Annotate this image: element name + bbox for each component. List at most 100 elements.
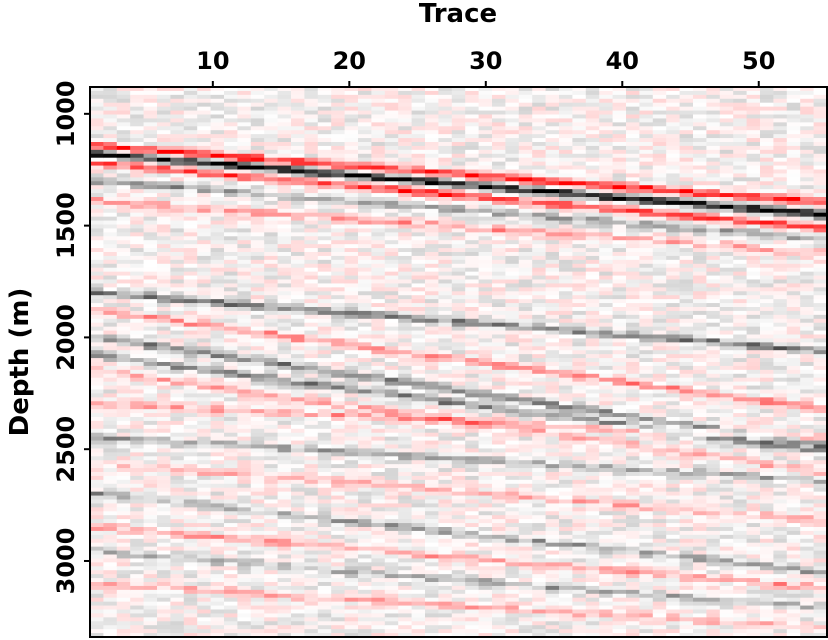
amplitude-cell <box>157 570 171 575</box>
amplitude-cell <box>451 456 466 461</box>
amplitude-cell <box>438 106 453 112</box>
amplitude-cell <box>317 393 332 398</box>
amplitude-cell <box>250 295 265 300</box>
amplitude-cell <box>130 299 145 304</box>
amplitude-cell <box>183 98 198 104</box>
amplitude-cell <box>451 582 466 587</box>
amplitude-cell <box>425 385 439 391</box>
amplitude-cell <box>492 601 506 607</box>
amplitude-cell <box>518 527 533 532</box>
amplitude-cell <box>358 491 372 497</box>
amplitude-cell <box>492 597 506 603</box>
amplitude-cell <box>438 609 453 615</box>
amplitude-cell <box>331 161 346 167</box>
amplitude-cell <box>518 574 533 579</box>
amplitude-cell <box>438 589 453 595</box>
amplitude-cell <box>264 208 279 214</box>
amplitude-cell <box>304 145 319 151</box>
amplitude-cell <box>492 574 506 579</box>
amplitude-cell <box>505 283 520 288</box>
amplitude-cell <box>277 409 292 414</box>
amplitude-cell <box>90 330 104 336</box>
amplitude-cell <box>90 271 104 277</box>
amplitude-cell <box>505 118 520 123</box>
amplitude-cell <box>277 613 292 618</box>
amplitude-cell <box>143 181 158 186</box>
amplitude-cell <box>478 283 493 288</box>
amplitude-cell <box>183 283 198 288</box>
amplitude-cell <box>237 255 252 261</box>
amplitude-cell <box>425 216 439 222</box>
amplitude-cell <box>331 145 346 151</box>
amplitude-cell <box>545 354 560 359</box>
amplitude-cell <box>103 597 118 603</box>
amplitude-cell <box>425 126 439 131</box>
amplitude-cell <box>130 519 145 524</box>
amplitude-cell <box>465 377 480 383</box>
amplitude-cell <box>183 385 198 391</box>
amplitude-cell <box>250 232 265 237</box>
amplitude-cell <box>317 122 332 127</box>
amplitude-cell <box>451 499 466 505</box>
amplitude-cell <box>384 342 399 347</box>
amplitude-cell <box>358 334 372 340</box>
amplitude-cell <box>237 189 252 194</box>
amplitude-cell <box>438 456 453 461</box>
amplitude-cell <box>451 236 466 241</box>
amplitude-cell <box>492 440 506 446</box>
amplitude-cell <box>371 405 386 410</box>
amplitude-cell <box>291 578 305 583</box>
amplitude-cell <box>451 94 466 100</box>
amplitude-cell <box>451 149 466 155</box>
amplitude-cell <box>331 252 346 257</box>
amplitude-cell <box>130 200 145 206</box>
amplitude-cell <box>398 550 413 556</box>
amplitude-cell <box>130 601 145 607</box>
amplitude-cell <box>505 326 520 332</box>
amplitude-cell <box>183 538 198 544</box>
amplitude-cell <box>143 389 158 395</box>
amplitude-cell <box>438 322 453 328</box>
amplitude-cell <box>103 220 118 226</box>
amplitude-cell <box>291 570 305 575</box>
amplitude-cell <box>116 303 131 308</box>
amplitude-cell <box>492 318 506 324</box>
amplitude-cell <box>545 538 560 544</box>
amplitude-cell <box>331 342 346 347</box>
amplitude-cell <box>438 420 453 426</box>
amplitude-cell <box>518 420 533 426</box>
amplitude-cell <box>183 503 198 508</box>
amplitude-cell <box>90 216 104 222</box>
amplitude-cell <box>384 118 399 123</box>
amplitude-cell <box>264 153 279 159</box>
amplitude-cell <box>478 310 493 316</box>
amplitude-cell <box>384 401 399 406</box>
amplitude-cell <box>478 275 493 281</box>
amplitude-cell <box>492 362 506 367</box>
amplitude-cell <box>371 377 386 383</box>
amplitude-cell <box>532 617 547 622</box>
amplitude-cell <box>197 149 212 155</box>
amplitude-cell <box>518 169 533 175</box>
amplitude-cell <box>358 299 372 304</box>
amplitude-cell <box>545 483 560 489</box>
amplitude-cell <box>130 597 145 603</box>
amplitude-cell <box>358 503 372 508</box>
amplitude-cell <box>277 456 292 461</box>
amplitude-cell <box>103 173 118 178</box>
amplitude-cell <box>304 554 319 560</box>
amplitude-cell <box>157 609 171 615</box>
amplitude-cell <box>90 259 104 265</box>
amplitude-cell <box>291 169 305 175</box>
amplitude-cell <box>438 542 453 548</box>
amplitude-cell <box>250 393 265 398</box>
amplitude-cell <box>545 468 560 473</box>
amplitude-cell <box>492 515 506 520</box>
amplitude-cell <box>371 122 386 127</box>
amplitude-cell <box>237 582 252 587</box>
amplitude-cell <box>224 189 238 194</box>
amplitude-cell <box>398 393 413 398</box>
amplitude-cell <box>170 538 185 544</box>
amplitude-cell <box>116 153 131 159</box>
amplitude-cell <box>197 605 212 611</box>
